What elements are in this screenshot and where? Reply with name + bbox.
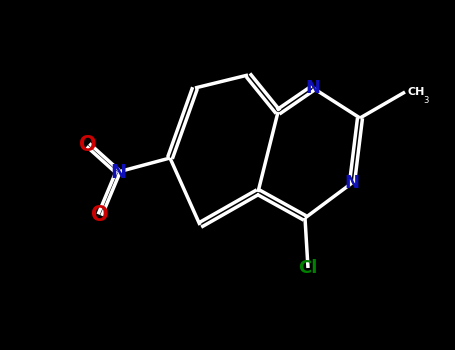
Text: Cl: Cl bbox=[298, 259, 318, 277]
Text: O: O bbox=[91, 205, 109, 225]
Text: N: N bbox=[344, 174, 359, 192]
Text: N: N bbox=[110, 162, 126, 182]
Text: CH: CH bbox=[408, 87, 425, 97]
Text: N: N bbox=[305, 79, 320, 97]
Text: O: O bbox=[79, 135, 97, 155]
Text: 3: 3 bbox=[423, 96, 428, 105]
